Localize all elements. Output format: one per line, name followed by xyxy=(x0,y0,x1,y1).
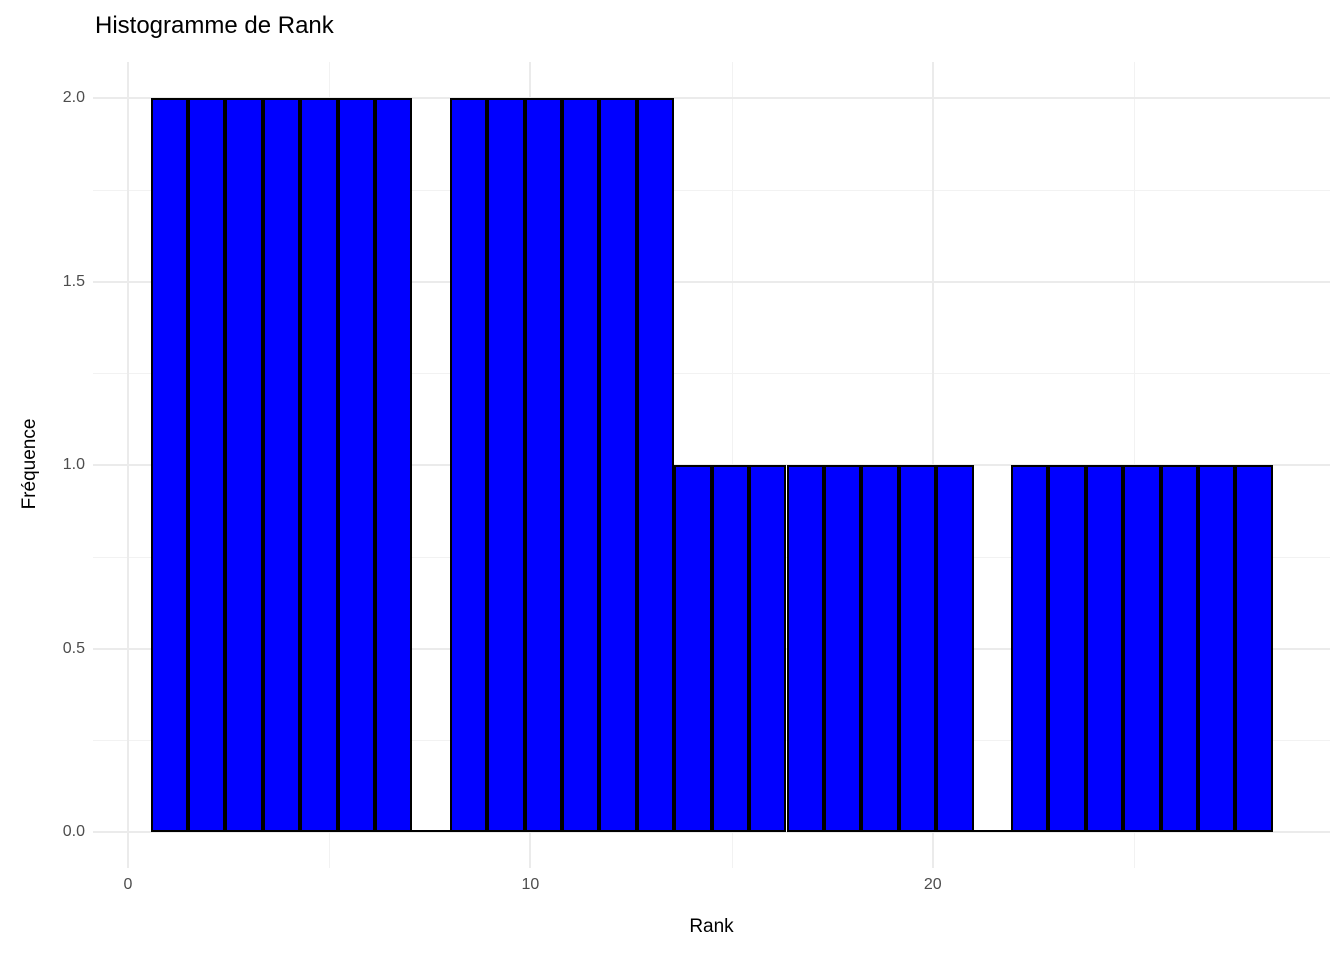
plot-panel xyxy=(93,62,1330,868)
y-major-gridline xyxy=(93,831,1330,833)
histogram-bar xyxy=(898,465,937,832)
histogram-bar xyxy=(449,98,488,833)
x-axis-title: Rank xyxy=(689,916,734,937)
y-minor-gridline xyxy=(93,189,1330,191)
x-tick-label: 0 xyxy=(123,876,133,893)
histogram-bar xyxy=(861,465,899,832)
y-major-gridline xyxy=(93,280,1330,283)
histogram-bar xyxy=(337,98,375,833)
histogram-bar xyxy=(187,98,226,833)
histogram-zero-bin xyxy=(412,830,450,832)
x-tick-label: 10 xyxy=(521,876,540,893)
histogram-bar xyxy=(375,98,413,833)
x-tick-label: 20 xyxy=(923,876,942,893)
histogram-bar xyxy=(786,465,824,832)
histogram-bar xyxy=(300,98,338,833)
histogram-bar xyxy=(674,465,712,832)
histogram-bar xyxy=(636,98,675,833)
histogram-bar xyxy=(225,98,263,833)
histogram-bar xyxy=(1011,465,1049,832)
histogram-bar xyxy=(1085,465,1124,832)
y-tick-label: 2.0 xyxy=(62,89,85,106)
y-tick-label: 1.0 xyxy=(62,456,85,473)
y-tick-label: 0.0 xyxy=(62,823,85,840)
histogram-bar xyxy=(487,98,525,833)
histogram-bar xyxy=(1235,465,1273,832)
y-axis-title: Fréquence xyxy=(19,418,40,510)
histogram-bar xyxy=(823,465,862,832)
histogram-zero-bin xyxy=(973,830,1011,832)
y-tick-label: 1.5 xyxy=(62,272,85,290)
y-minor-gridline xyxy=(93,373,1330,375)
histogram-bar xyxy=(562,98,600,833)
histogram-bar xyxy=(262,98,301,833)
histogram-bar xyxy=(1160,465,1198,832)
histogram-bar xyxy=(150,98,188,833)
histogram-bar xyxy=(749,465,787,832)
histogram-bar xyxy=(711,465,750,832)
histogram-bar xyxy=(1123,465,1161,832)
histogram-bar xyxy=(1198,465,1236,832)
histogram-bar xyxy=(524,98,562,833)
histogram-bar xyxy=(936,465,974,832)
histogram-bar xyxy=(1048,465,1086,832)
chart-title: Histogramme de Rank xyxy=(95,12,334,39)
y-tick-label: 0.5 xyxy=(62,639,85,657)
y-major-gridline xyxy=(93,97,1330,99)
x-major-gridline xyxy=(127,62,129,868)
histogram-bar xyxy=(599,98,637,833)
